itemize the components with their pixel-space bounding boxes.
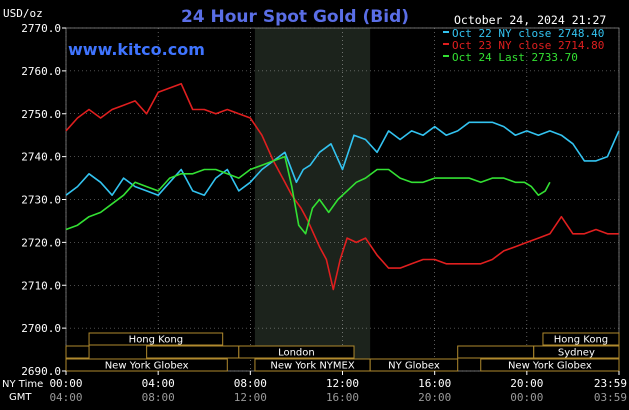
series-line-0: [65, 121, 620, 196]
x-tick-label-ny: 08:00: [234, 377, 267, 390]
y-tick-label: 2710.0: [21, 279, 61, 292]
legend-label: Oct 22 NY close 2748.40: [452, 27, 604, 40]
legend-label: Oct 24 Last 2733.70: [452, 51, 578, 64]
market-box: [65, 345, 90, 359]
market-label: London: [278, 348, 315, 359]
y-tick-label: 2770.0: [21, 22, 61, 35]
market-box: [480, 358, 620, 372]
y-tick-label: 2720.0: [21, 236, 61, 249]
nymex-session-shade: [254, 28, 371, 371]
market-label: NY Globex: [388, 361, 440, 372]
x-tick-label-ny: 12:00: [326, 377, 359, 390]
market-label: Sydney: [558, 348, 595, 359]
y-axis: 2690.0 2700.0 2710.0 2720.0 2730.0 2740.0 2750…: [21, 22, 66, 378]
ny-time-label: NY Time: [2, 379, 43, 390]
market-box: [238, 345, 355, 359]
x-tick-label-ny: 20:00: [510, 377, 543, 390]
legend-swatch: [443, 31, 449, 33]
market-label: Hong Kong: [554, 335, 608, 346]
y-tick-label: 2730.0: [21, 194, 61, 207]
series-line-2: [65, 155, 551, 235]
unit-label: USD/oz: [3, 7, 43, 20]
x-tick-label-gmt: 08:00: [142, 391, 175, 404]
market-box: [369, 358, 459, 372]
y-tick-label: 2700.0: [21, 322, 61, 335]
x-tick-label-gmt: 12:00: [234, 391, 267, 404]
price-series: [65, 82, 620, 291]
market-box: [65, 358, 228, 372]
x-tick-label-gmt: 20:00: [418, 391, 451, 404]
market-label: New York Globex: [105, 361, 189, 372]
market-label: New York Globex: [508, 361, 592, 372]
y-tick-label: 2750.0: [21, 108, 61, 121]
market-label: Hong Kong: [129, 335, 183, 346]
x-tick-label-ny: 23:59: [594, 377, 627, 390]
x-tick-label-ny: 04:00: [142, 377, 175, 390]
legend-swatch: [443, 43, 449, 45]
y-tick-label: 2690.0: [21, 365, 61, 378]
market-label: New York NYMEX: [270, 361, 355, 372]
x-axis: 00:0004:0004:0008:0008:0012:0012:0016:00…: [49, 371, 627, 404]
gmt-label: GMT: [9, 392, 32, 403]
legend-swatch: [443, 55, 449, 57]
series-line-1: [65, 82, 619, 291]
market-box: [457, 345, 535, 359]
chart-title: 24 Hour Spot Gold (Bid): [181, 7, 409, 27]
x-tick-label-gmt: 16:00: [326, 391, 359, 404]
watermark-url: www.kitco.com: [68, 40, 205, 59]
timestamp: October 24, 2024 21:27: [454, 13, 606, 27]
market-box: [88, 332, 224, 346]
x-tick-label-gmt: 04:00: [49, 391, 82, 404]
x-tick-label-ny: 16:00: [418, 377, 451, 390]
y-tick-label: 2740.0: [21, 151, 61, 164]
market-box: [146, 345, 240, 359]
y-tick-label: 2760.0: [21, 65, 61, 78]
market-box: [542, 332, 620, 346]
market-session-boxes: Hong Kong London New York Globex New York N…: [65, 332, 620, 372]
x-tick-label-ny: 00:00: [49, 377, 82, 390]
legend-label: Oct 23 NY close 2714.80: [452, 39, 604, 52]
x-tick-label-gmt: 00:00: [510, 391, 543, 404]
x-tick-label-gmt: 03:59: [594, 391, 627, 404]
market-box: [533, 345, 620, 359]
